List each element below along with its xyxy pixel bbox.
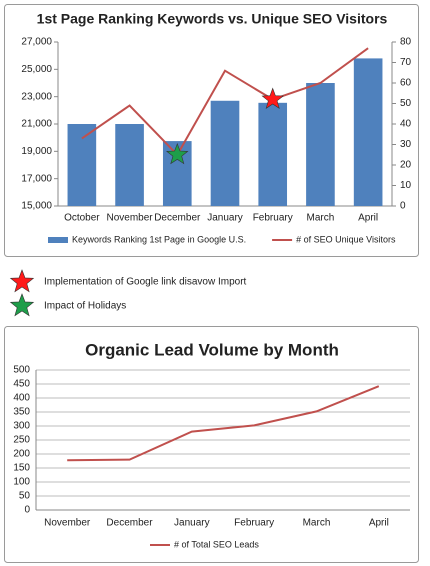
y-tick-label: 21,000	[21, 119, 52, 130]
annotation-text: Impact of Holidays	[44, 301, 126, 312]
y2-tick-label: 0	[400, 201, 406, 212]
y-tick-label: 23,000	[21, 91, 52, 102]
x-tick-label: April	[369, 518, 389, 529]
y-tick-label: 19,000	[21, 146, 52, 157]
x-tick-label: April	[358, 213, 378, 224]
chart-title: 1st Page Ranking Keywords vs. Unique SEO…	[37, 11, 388, 27]
bar	[258, 102, 288, 206]
annotation-key-star	[9, 293, 35, 317]
x-tick-label: February	[253, 213, 293, 224]
line-series	[67, 385, 380, 462]
legend-label: # of Total SEO Leads	[174, 539, 259, 549]
line-series	[81, 47, 369, 157]
legend-label: # of SEO Unique Visitors	[296, 234, 396, 244]
y-tick-label: 500	[13, 365, 30, 376]
y2-tick-label: 40	[400, 119, 412, 130]
annotation-star	[261, 87, 285, 109]
y-tick-label: 0	[24, 505, 30, 516]
y-tick-label: 250	[13, 435, 30, 446]
bar	[210, 100, 240, 206]
y-tick-label: 150	[13, 463, 30, 474]
y-tick-label: 300	[13, 421, 30, 432]
annotation-star	[165, 142, 189, 165]
x-tick-label: January	[207, 213, 243, 224]
x-tick-label: November	[44, 518, 91, 529]
chart-frame	[4, 326, 419, 563]
x-tick-label: December	[106, 518, 153, 529]
y-tick-label: 25,000	[21, 64, 52, 75]
y2-tick-label: 80	[400, 37, 412, 48]
x-tick-label: November	[107, 213, 154, 224]
bar	[353, 58, 383, 207]
x-tick-label: December	[154, 213, 201, 224]
y-tick-label: 450	[13, 379, 30, 390]
y-tick-label: 100	[13, 477, 30, 488]
x-tick-label: March	[303, 518, 331, 529]
y-tick-label: 17,000	[21, 173, 52, 184]
y-tick-label: 50	[19, 491, 31, 502]
y2-tick-label: 70	[400, 57, 412, 68]
y2-tick-label: 60	[400, 78, 412, 89]
annotation-key-star	[9, 269, 35, 293]
y-tick-label: 27,000	[21, 37, 52, 48]
y-tick-label: 200	[13, 449, 30, 460]
x-tick-label: February	[234, 518, 274, 529]
bar	[67, 124, 97, 206]
x-tick-label: January	[174, 518, 210, 529]
bar	[306, 83, 335, 206]
annotation-text: Implementation of Google link disavow Im…	[44, 277, 247, 288]
x-tick-label: March	[307, 213, 335, 224]
x-tick-label: October	[64, 213, 100, 224]
bar	[115, 124, 144, 206]
y2-tick-label: 30	[400, 139, 412, 150]
chart-title: Organic Lead Volume by Month	[85, 340, 339, 359]
y2-tick-label: 50	[400, 98, 412, 109]
y2-tick-label: 20	[400, 160, 412, 171]
y-tick-label: 350	[13, 407, 30, 418]
legend-swatch	[48, 237, 68, 243]
y-tick-label: 15,000	[21, 201, 52, 212]
y2-tick-label: 10	[400, 180, 412, 191]
legend-label: Keywords Ranking 1st Page in Google U.S.	[72, 234, 246, 244]
y-tick-label: 400	[13, 393, 30, 404]
